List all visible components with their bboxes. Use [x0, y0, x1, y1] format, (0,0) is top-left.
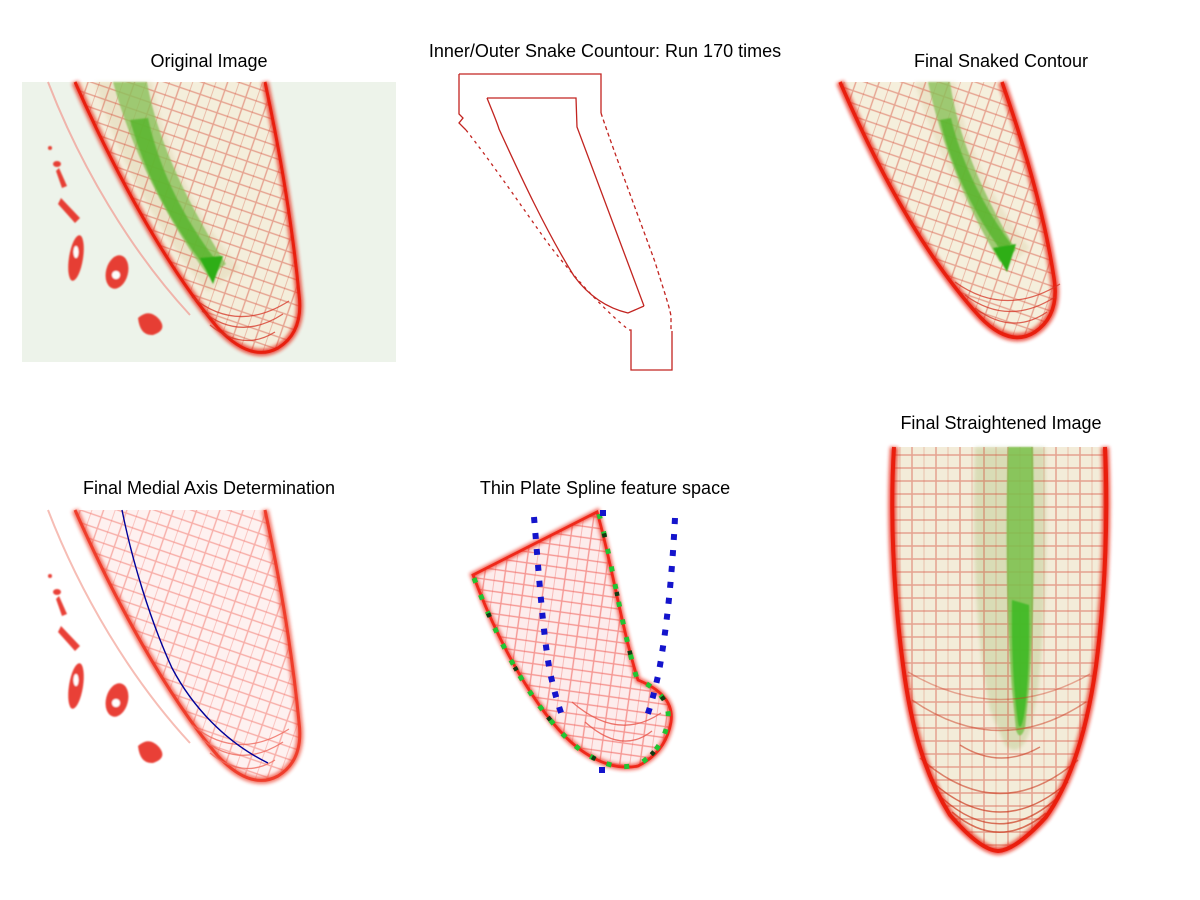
panel-final-snaked-graphic: [836, 80, 1061, 342]
root-tip-cell-arcs: [191, 296, 290, 342]
root-green-core: [1011, 600, 1030, 727]
debris-fragments: [48, 146, 163, 336]
panel-snake-contour-graphic: [458, 73, 673, 371]
root-tip-cell-arcs: [571, 701, 662, 742]
tps-green-contour-dots-right: [596, 513, 671, 766]
root-green-core: [940, 118, 1011, 252]
title-snake-contour: Inner/Outer Snake Countour: Run 170 time…: [428, 41, 782, 61]
root-green-tip: [993, 244, 1016, 272]
title-original-image: Original Image: [150, 51, 268, 71]
snake-outer-contour-bottom-rect: [629, 329, 673, 371]
snake-outer-contour-top: [459, 73, 602, 113]
snake-outer-contour-left-drop: [458, 74, 467, 131]
root-tip-cell-arcs: [954, 281, 1061, 324]
root-cell-texture: [840, 82, 1056, 338]
root-cell-texture: [892, 447, 1107, 851]
title-medial-axis: Final Medial Axis Determination: [82, 478, 336, 498]
panel-tps-graphic: [469, 507, 678, 773]
outer-cortex-line: [47, 81, 191, 316]
title-thin-plate-spline: Thin Plate Spline feature space: [479, 478, 731, 498]
root-border: [890, 446, 1109, 854]
tps-green-contour-dots-left: [471, 577, 637, 770]
root-green-tip: [200, 256, 223, 284]
root-cell-texture: [473, 512, 672, 768]
medial-axis-line: [121, 509, 269, 764]
panel-original-image-graphic: [22, 80, 396, 362]
panel-medial-axis-graphic: [47, 508, 304, 784]
snake-inner-contour-left: [486, 97, 645, 314]
outer-cortex-line: [47, 509, 191, 744]
root-border: [838, 81, 1057, 340]
tps-blue-dot-bottom: [599, 767, 605, 773]
root-tip-cell-arcs: [907, 671, 1091, 833]
title-straightened-image: Final Straightened Image: [900, 413, 1102, 433]
snake-inner-contour-right: [487, 97, 645, 307]
root-border: [73, 81, 302, 354]
title-final-snaked-contour: Final Snaked Contour: [913, 51, 1089, 71]
tps-blue-dot-top: [600, 510, 606, 516]
root-green-core: [130, 118, 215, 268]
snake-outer-contour-right: [600, 112, 672, 331]
root-tip-cell-arcs: [191, 724, 290, 770]
panel-straightened-graphic: [888, 446, 1111, 856]
root-cell-texture: [75, 510, 300, 781]
root-border: [73, 509, 302, 782]
